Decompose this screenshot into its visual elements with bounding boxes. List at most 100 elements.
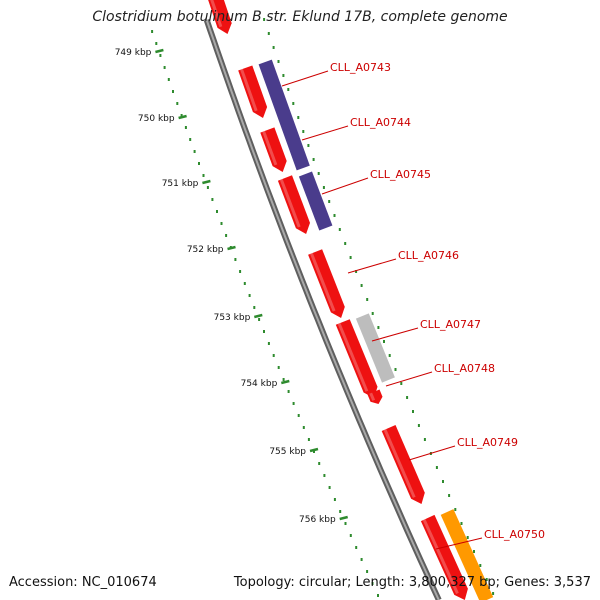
ruler-tick (309, 447, 319, 453)
ruler-dot (248, 294, 251, 297)
gene-arrow-0744 (260, 127, 287, 172)
ruler-dot (344, 522, 347, 525)
gene-arrow-0750-shine (422, 519, 459, 595)
ruler-dot (333, 498, 336, 501)
gene-arrow-0742 (208, 0, 232, 34)
outer-ruler-dot (366, 298, 369, 301)
ruler-dot (206, 186, 209, 189)
ruler-dot (180, 114, 183, 117)
ruler-tick (155, 48, 164, 54)
ruler-dot (225, 234, 228, 237)
gene-arrow-0743-shine (240, 68, 258, 112)
outer-ruler-dot (344, 242, 347, 245)
gene-label[interactable]: CLL_A0744 (350, 116, 411, 129)
outer-ruler-dot (442, 480, 444, 483)
ruler-dot (202, 174, 205, 177)
gene-arrow-0746 (308, 249, 345, 318)
ruler-tick-label: 755 kbp (269, 447, 306, 457)
ruler-dot (163, 66, 166, 69)
backbone-highlight (205, 19, 440, 600)
ruler-dot (292, 402, 295, 405)
leader-line (408, 445, 456, 461)
kbp-ruler: 749 kbp 750 kbp 751 kbp 752 kbp 753 kbp 754 k… (115, 30, 379, 597)
gene-arrow-0748 (367, 389, 383, 404)
outer-ruler-dot (277, 60, 280, 63)
topology-text: Topology: circular; Length: 3,800,327 bp… (233, 575, 591, 590)
leader-line (385, 371, 433, 387)
outer-ruler-dot (338, 228, 341, 231)
outer-ruler-dot (328, 200, 331, 203)
ruler-tick (227, 245, 236, 251)
gene-label[interactable]: CLL_A0743 (330, 61, 391, 74)
gene-label[interactable]: CLL_A0748 (434, 362, 495, 375)
gene-arrow-0749-shine (383, 429, 416, 498)
ruler-dot (323, 474, 326, 477)
gene-arrow-0750 (420, 514, 468, 600)
outer-ruler-dot (267, 32, 270, 35)
ruler-dot (313, 450, 315, 453)
outer-ruler-dot (317, 172, 320, 175)
outer-ruler-dot (263, 18, 266, 21)
outer-ruler-dot (485, 578, 488, 581)
outer-ruler-dot (377, 326, 380, 329)
gene-label[interactable]: CLL_A0747 (420, 318, 481, 331)
gene-label[interactable]: CLL_A0750 (484, 528, 545, 541)
ruler-tick-label: 751 kbp (162, 179, 199, 189)
ruler-dot (328, 486, 331, 489)
map-title: Clostridium botulinum B str. Eklund 17B,… (92, 9, 508, 25)
ruler-dot (371, 582, 374, 585)
leader-line (301, 125, 349, 141)
outer-ruler-dot (312, 158, 315, 161)
gene-arrow-0742-shine (210, 0, 223, 28)
gene-labels: CLL_A0743 CLL_A0744 CLL_A0745 CLL_A0746 CLL_… (281, 61, 545, 550)
outer-ruler-dot (307, 144, 310, 147)
outer-ruler-dot (272, 46, 275, 49)
ruler-dot (377, 594, 379, 597)
ruler-dot (267, 342, 270, 345)
ruler-dot (184, 126, 187, 129)
gene-box-purple-1 (258, 59, 310, 171)
outer-ruler-dot (492, 592, 495, 595)
ruler-dot (193, 150, 196, 153)
gene-arrow-0749 (381, 425, 425, 504)
outer-ruler-dot (417, 424, 420, 427)
outer-ruler-dot (282, 74, 285, 77)
ruler-tick-label: 749 kbp (115, 48, 152, 58)
outer-ruler-dot (383, 340, 385, 343)
gene-label[interactable]: CLL_A0745 (370, 168, 431, 181)
outer-ruler-dot (400, 382, 403, 385)
gene-arrow-0745-shine (279, 178, 301, 228)
gene-label[interactable]: CLL_A0749 (457, 436, 518, 449)
gene-box-gray (355, 313, 395, 383)
ruler-dot (151, 30, 154, 33)
ruler-dot (287, 390, 290, 393)
ruler-dot (277, 366, 280, 369)
ruler-tick (202, 179, 211, 185)
gene-label[interactable]: CLL_A0746 (398, 249, 459, 262)
outer-ruler-dot (454, 508, 457, 511)
ruler-dot (258, 318, 261, 321)
ruler-dot (339, 510, 342, 513)
outer-ruler-dot (360, 284, 363, 287)
ruler-dot (167, 78, 170, 81)
outer-ruler-dot (423, 438, 426, 441)
backbone-line (203, 19, 442, 600)
leader-line (347, 258, 397, 274)
outer-ruler-dot (394, 368, 397, 371)
ruler-tick (178, 114, 187, 120)
outer-ruler-dot (302, 130, 305, 133)
ruler-dot (349, 534, 352, 537)
gene-arrow-0743 (238, 65, 268, 118)
ruler-dot (366, 570, 369, 573)
ruler-tick (339, 515, 349, 521)
ruler-dot (220, 222, 223, 225)
outer-ruler-dot (435, 466, 438, 469)
ruler-dot (189, 138, 192, 141)
gene-box-purple-2 (298, 171, 333, 231)
ruler-dot (176, 102, 179, 105)
leader-line (371, 327, 419, 342)
outer-ruler-dot (448, 494, 451, 497)
ruler-tick-label: 753 kbp (214, 313, 251, 323)
gene-arrow-0744-shine (262, 130, 278, 166)
ruler-dot (253, 306, 256, 309)
